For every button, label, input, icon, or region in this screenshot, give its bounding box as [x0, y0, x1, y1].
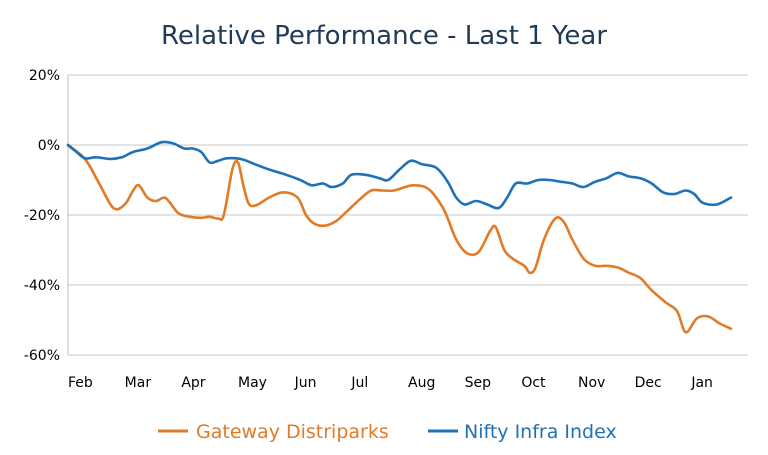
x-tick-label: Jun — [294, 375, 317, 391]
series-lines — [66, 140, 733, 334]
series-line-nifty-infra-index — [66, 140, 733, 210]
x-tick-label: Oct — [521, 375, 546, 391]
x-tick-label: Nov — [578, 375, 605, 391]
y-tick-label: -40% — [24, 278, 60, 294]
x-tick-label: Dec — [635, 375, 662, 391]
x-tick-label: Aug — [408, 375, 435, 391]
chart-title: Relative Performance - Last 1 Year — [161, 21, 607, 51]
x-tick-label: Apr — [181, 375, 205, 391]
x-tick-label: Jan — [690, 375, 713, 391]
y-tick-label: -20% — [24, 208, 60, 224]
y-tick-label: -60% — [24, 348, 60, 364]
legend-label: Gateway Distriparks — [196, 421, 389, 443]
legend-label: Nifty Infra Index — [464, 421, 617, 443]
x-tick-label: Feb — [68, 375, 93, 391]
x-tick-label: Mar — [125, 375, 152, 391]
gridlines — [67, 74, 748, 356]
x-axis-tick-labels: Feb Mar Apr May Jun Jul Aug Sep Oct Nov Dec Jan — [68, 375, 713, 391]
legend: Gateway Distriparks Nifty Infra Index — [158, 421, 617, 443]
x-tick-label: May — [238, 375, 267, 391]
y-tick-label: 20% — [29, 68, 60, 84]
y-tick-label: 0% — [38, 138, 60, 154]
y-axis-tick-labels: 20% 0% -20% -40% -60% — [24, 68, 60, 364]
x-tick-label: Jul — [350, 375, 368, 391]
series-line-gateway-distriparks — [66, 143, 733, 334]
x-tick-label: Sep — [465, 375, 492, 391]
